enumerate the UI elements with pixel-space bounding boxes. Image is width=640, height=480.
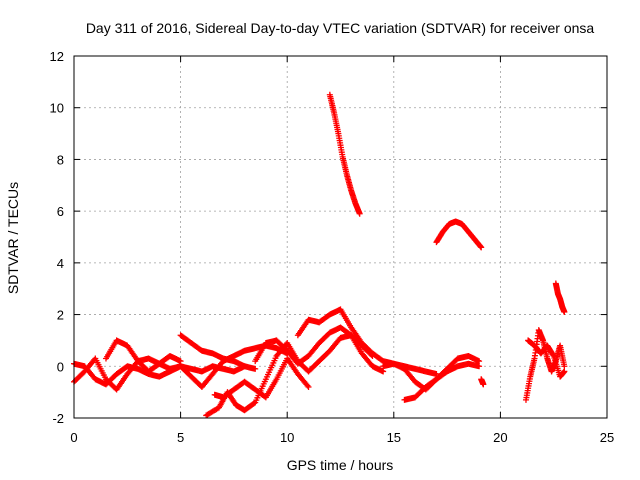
x-axis-label: GPS time / hours: [287, 457, 394, 473]
series-track-g: [252, 324, 387, 375]
x-tick-label: 25: [600, 430, 614, 445]
y-tick-label: 6: [57, 204, 64, 219]
y-tick-label: 4: [57, 256, 64, 271]
data-point: [177, 358, 184, 365]
series-track-o: [525, 337, 568, 380]
data-point: [380, 368, 387, 375]
series-track-p: [552, 280, 568, 315]
series-track-m: [478, 376, 487, 388]
series-track-f: [211, 355, 312, 401]
series-track-j: [401, 360, 483, 403]
data-point: [561, 368, 568, 375]
y-tick-label: 2: [57, 308, 64, 323]
x-tick-label: 0: [70, 430, 77, 445]
y-tick-label: 8: [57, 152, 64, 167]
data-point: [252, 365, 259, 372]
data-points: [71, 91, 568, 419]
data-point: [476, 363, 483, 370]
data-point: [251, 400, 258, 407]
series-track-e: [203, 332, 376, 419]
series-track-c: [102, 337, 184, 375]
x-tick-label: 10: [280, 430, 294, 445]
series-track-b: [71, 360, 248, 388]
series-track-k: [326, 91, 363, 217]
y-tick-label: 12: [50, 49, 64, 64]
chart-title: Day 311 of 2016, Sidereal Day-to-day VTE…: [86, 20, 595, 36]
data-point: [304, 382, 311, 389]
series-track-d: [177, 332, 259, 372]
x-tick-label: 15: [387, 430, 401, 445]
y-tick-label: -2: [52, 411, 64, 426]
series-track-l: [433, 218, 485, 251]
data-point: [476, 358, 483, 365]
series-track-n: [522, 327, 568, 403]
x-tick-label: 5: [177, 430, 184, 445]
data-point: [356, 210, 363, 217]
data-point: [305, 383, 312, 390]
y-tick-label: 0: [57, 359, 64, 374]
grid: [74, 56, 607, 418]
x-tick-label: 20: [493, 430, 507, 445]
data-point: [433, 371, 440, 378]
data-point: [561, 363, 568, 370]
y-tick-label: 10: [50, 101, 64, 116]
plot-frame: [73, 55, 608, 419]
y-axis-label: SDTVAR / TECUs: [5, 182, 21, 294]
data-point: [561, 308, 568, 315]
data-point: [480, 381, 487, 388]
data-point: [478, 244, 485, 251]
